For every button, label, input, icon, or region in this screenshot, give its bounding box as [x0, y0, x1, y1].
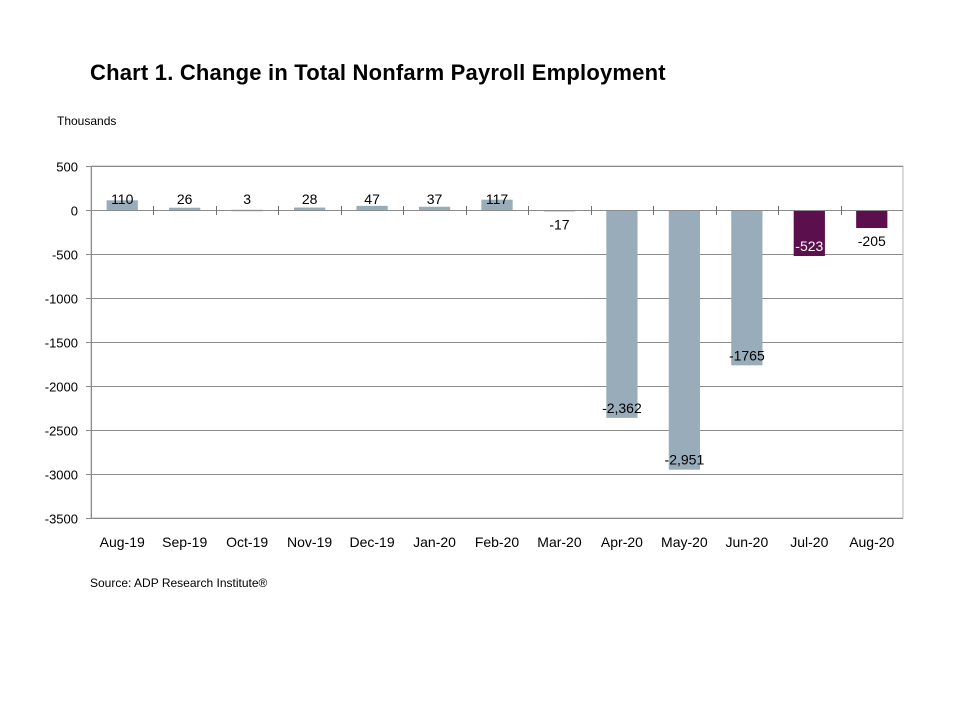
data-label: 110 [111, 191, 134, 207]
y-tick-label: -500 [52, 248, 78, 263]
x-tick-label: Aug-20 [849, 534, 894, 550]
bar-nov-19 [294, 207, 326, 210]
bar-jan-20 [418, 206, 451, 210]
data-label: 47 [364, 191, 380, 207]
x-tick-label: Mar-20 [537, 534, 582, 550]
x-tick-label: Nov-19 [287, 534, 332, 550]
x-tick-label: Sep-19 [162, 534, 207, 550]
y-tick-label: -2500 [45, 424, 78, 439]
x-tick-label: May-20 [661, 534, 708, 550]
y-tick-label: 0 [71, 204, 78, 219]
data-label: -205 [858, 233, 886, 249]
data-label: -2,362 [602, 400, 642, 416]
y-tick-label: -1000 [45, 292, 78, 307]
data-label: 37 [427, 191, 443, 207]
data-label: -2,951 [665, 452, 705, 468]
source-note: Source: ADP Research Institute® [90, 576, 268, 590]
x-tick-label: Jun-20 [725, 534, 768, 550]
bar-apr-20 [606, 210, 638, 418]
data-label: -523 [795, 238, 823, 254]
bar-aug-20 [856, 210, 888, 229]
chart-title: Chart 1. Change in Total Nonfarm Payroll… [90, 60, 666, 85]
data-label: 26 [177, 191, 193, 207]
y-tick-label: -3500 [45, 512, 78, 527]
data-label: 3 [243, 191, 251, 207]
bar-feb-20 [481, 199, 513, 210]
y-axis-label: Thousands [57, 114, 117, 128]
y-tick-label: -1500 [45, 336, 78, 351]
x-tick-label: Jan-20 [413, 534, 456, 550]
x-tick-label: Jul-20 [790, 534, 828, 550]
bar-jul-20 [793, 210, 825, 257]
x-tick-label: Aug-19 [100, 534, 145, 550]
data-label: -1765 [729, 347, 765, 363]
bar-sep-19 [169, 207, 201, 210]
y-tick-label: 500 [56, 160, 78, 175]
data-label: 28 [302, 191, 318, 207]
data-label: -17 [549, 216, 569, 232]
y-tick-label: -2000 [45, 380, 78, 395]
x-tick-label: Oct-19 [226, 534, 268, 550]
x-tick-label: Apr-20 [601, 534, 643, 550]
bar-aug-19 [106, 200, 138, 210]
bar-jun-20 [731, 210, 763, 366]
x-tick-label: Feb-20 [475, 534, 520, 550]
bar-may-20 [668, 210, 700, 470]
bar-dec-19 [356, 205, 388, 210]
data-label: 117 [486, 191, 509, 207]
y-tick-label: -3000 [45, 468, 78, 483]
x-tick-label: Dec-19 [350, 534, 395, 550]
